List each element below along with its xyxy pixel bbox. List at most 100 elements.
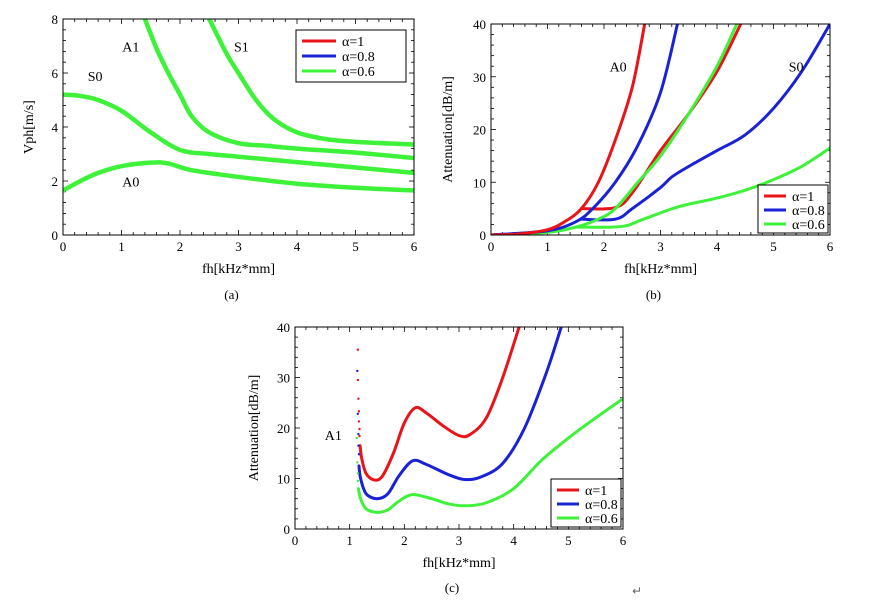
y-tick-label: 10 [473, 175, 486, 190]
x-tick-label: 1 [118, 239, 125, 254]
series-group [63, 19, 414, 193]
series-line-A1 [142, 19, 414, 161]
series-dot-A1 [356, 479, 360, 483]
mode-label-A1: A1 [325, 429, 342, 444]
y-tick-label: 10 [277, 472, 290, 487]
figure-caption: (b) [646, 287, 661, 302]
y-tick-label: 30 [277, 371, 290, 386]
y-axis-label: Attenuation[dB/m] [247, 375, 262, 482]
plot-frame [62, 18, 415, 236]
x-tick-label: 3 [235, 239, 242, 254]
series-dot-A1 [356, 472, 360, 475]
series-group [491, 24, 830, 235]
mode-label-A0: A0 [610, 60, 627, 75]
legend-label: α=0.6 [792, 218, 825, 233]
legend-label: α=0.8 [792, 204, 825, 219]
x-tick-label: 2 [177, 239, 184, 254]
series-dot-A1 [357, 410, 361, 413]
series-group [355, 327, 623, 514]
x-tick-label: 3 [456, 533, 463, 548]
figure-caption: (a) [224, 287, 238, 302]
x-tick-label: 0 [60, 239, 67, 254]
x-tick-label: 2 [601, 239, 608, 254]
figure-caption: (c) [445, 580, 459, 595]
x-tick-label: 4 [294, 239, 301, 254]
legend-label: α=1 [585, 484, 607, 499]
legend-label: α=1 [342, 35, 364, 50]
series-line-A0 [491, 24, 679, 235]
legend-label: α=0.8 [342, 50, 375, 65]
y-tick-label: 0 [52, 228, 59, 243]
x-tick-label: 1 [544, 239, 551, 254]
mode-label-A0: A0 [122, 175, 139, 190]
series-line-A0 [63, 160, 414, 193]
mode-label-S0: S0 [88, 70, 103, 85]
y-tick-label: 0 [480, 228, 487, 243]
series-line-S0 [579, 24, 830, 222]
series-dot-A1 [356, 412, 360, 416]
plot-frame [294, 326, 624, 530]
series-dot-A1 [357, 453, 361, 456]
x-tick-label: 1 [346, 533, 353, 548]
legend: α=1α=0.8α=0.6 [757, 184, 829, 234]
chart-b: 0 1 2 3 4 5 6 0 10 20 30 40 A0 S0 α=1α=0.8α=0.6 fh[kHz*… [441, 17, 834, 302]
series-line-S0 [579, 24, 743, 211]
y-tick-label: 20 [277, 421, 290, 436]
series-line-S1 [207, 19, 414, 147]
plot-frame [490, 23, 831, 236]
x-tick-label: 6 [411, 239, 418, 254]
series-dot-A1 [357, 420, 361, 423]
series-dot-A1 [358, 427, 361, 431]
x-tick-label: 3 [657, 239, 664, 254]
x-axis-label: fh[kHz*mm] [624, 262, 697, 277]
x-tick-label: 0 [292, 533, 299, 548]
y-tick-label: 30 [473, 70, 486, 85]
series-line-A1 [357, 327, 563, 501]
x-tick-label: 2 [401, 533, 408, 548]
series-dot-A1 [356, 378, 360, 382]
mode-label-A1: A1 [122, 40, 139, 55]
legend-label: α=0.8 [585, 498, 618, 513]
y-tick-label: 2 [52, 174, 59, 189]
x-tick-label: 4 [510, 533, 517, 548]
legend: α=1α=0.8α=0.6 [550, 478, 622, 528]
y-tick-label: 8 [52, 12, 59, 27]
legend-label: α=0.6 [585, 512, 618, 527]
legend-label: α=0.6 [342, 65, 375, 80]
y-tick-label: 40 [473, 17, 486, 32]
legend-label: α=1 [792, 190, 814, 205]
series-line-S0 [63, 92, 414, 176]
series-line-A1 [356, 397, 623, 514]
series-dot-A1 [356, 461, 359, 464]
series-line-A0 [491, 24, 739, 235]
x-tick-label: 0 [488, 239, 495, 254]
series-dot-A1 [356, 369, 359, 373]
y-axis-label: Vph[m/s] [22, 100, 37, 154]
series-dot-A1 [357, 397, 360, 400]
series-line-S0 [574, 146, 830, 229]
y-tick-label: 20 [473, 123, 486, 138]
chart-c: 0 1 2 3 4 5 6 0 10 20 30 40 A1 α=1α=0.8α=0.6 fh[kHz*mm… [247, 320, 627, 595]
x-axis-label: fh[kHz*mm] [202, 262, 275, 277]
legend: α=1α=0.8α=0.6 [295, 29, 407, 83]
series-line-A0 [491, 24, 647, 235]
series-dot-A1 [355, 436, 358, 440]
series-dot-A1 [357, 444, 360, 447]
chart-a: 0 1 2 3 4 5 6 0 2 4 6 8 A1 S1 S0 A0 α=1α=0.8α=0.6 fh[kHz*… [22, 12, 418, 302]
series-dot-A1 [357, 432, 360, 436]
mode-label-S0: S0 [789, 60, 804, 75]
y-tick-label: 4 [52, 120, 59, 135]
x-tick-label: 6 [827, 239, 834, 254]
mode-label-S1: S1 [234, 40, 249, 55]
y-tick-label: 0 [284, 522, 291, 537]
x-tick-label: 6 [620, 533, 627, 548]
y-tick-label: 40 [277, 320, 290, 335]
return-mark: ↵ [632, 584, 643, 598]
x-tick-label: 5 [565, 533, 572, 548]
series-line-A1 [358, 327, 521, 482]
x-tick-label: 5 [352, 239, 359, 254]
x-tick-label: 4 [714, 239, 721, 254]
x-axis-label: fh[kHz*mm] [422, 556, 495, 571]
series-dot-A1 [358, 434, 361, 438]
